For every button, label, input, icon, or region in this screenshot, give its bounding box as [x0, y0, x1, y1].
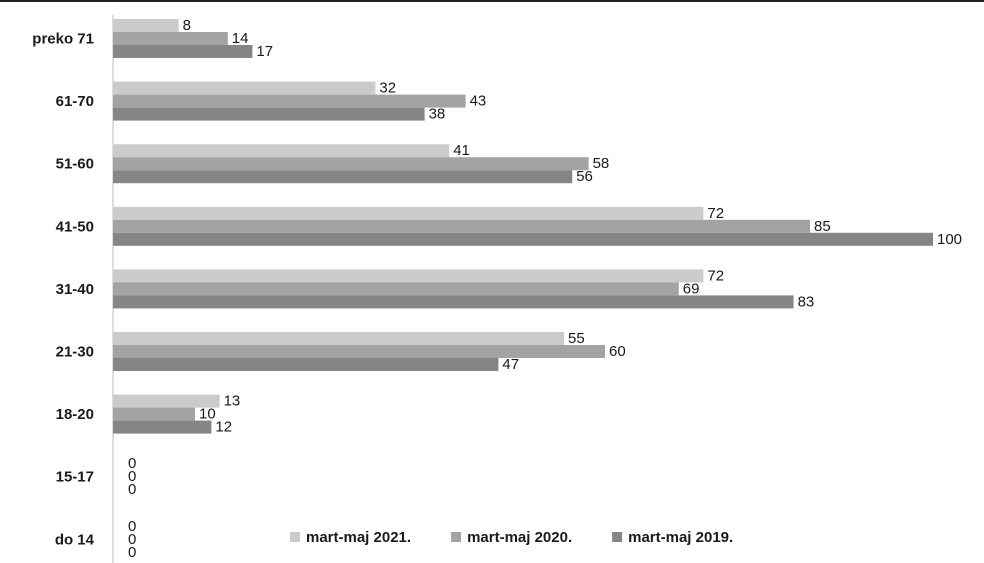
data-label: 60 — [609, 343, 626, 360]
category-ticks: preko 71 61-70 51-60 41-50 31-40 21-30 18-20 15… — [32, 31, 94, 549]
legend-swatch — [451, 532, 462, 542]
legend: mart-maj 2021. mart-maj 2020. mart-maj 201… — [290, 529, 733, 546]
category-tick-label: 21-30 — [56, 344, 94, 361]
bar — [113, 107, 425, 121]
bar — [113, 45, 253, 58]
data-label: 55 — [568, 330, 585, 347]
data-label: 0 — [128, 468, 136, 485]
data-label: 100 — [937, 231, 962, 248]
data-label: 0 — [128, 518, 136, 535]
legend-swatch — [290, 532, 300, 542]
bar — [113, 269, 704, 283]
category-tick-label: 51-60 — [56, 156, 94, 173]
data-label: 0 — [128, 481, 136, 498]
data-labels: 8141732433841585672851007269835560471310… — [128, 17, 962, 561]
data-label: 14 — [232, 30, 249, 47]
bar — [113, 94, 466, 108]
category-tick-label: 15-17 — [56, 469, 94, 486]
bar — [113, 332, 564, 345]
data-label: 72 — [707, 205, 724, 222]
data-label: 32 — [379, 80, 396, 97]
category-tick-label: 61-70 — [56, 93, 94, 110]
bar — [113, 19, 179, 32]
data-label: 38 — [429, 106, 446, 123]
data-label: 69 — [683, 280, 700, 297]
bar — [113, 144, 450, 158]
bar — [113, 420, 212, 434]
bar — [113, 81, 376, 95]
data-label: 58 — [593, 155, 610, 172]
data-label: 83 — [798, 293, 815, 310]
bar — [113, 282, 679, 296]
data-label: 41 — [453, 142, 470, 159]
bar — [113, 32, 228, 45]
bar — [113, 157, 589, 171]
data-label: 43 — [470, 93, 487, 110]
bar — [113, 345, 605, 358]
category-tick-label: 31-40 — [56, 281, 94, 298]
bar — [113, 206, 704, 220]
data-label: 0 — [128, 544, 136, 561]
data-label: 0 — [128, 531, 136, 548]
category-tick-label: do 14 — [55, 531, 95, 548]
legend-swatch — [612, 532, 623, 542]
bars — [113, 19, 933, 434]
data-label: 47 — [502, 356, 519, 373]
legend-label: mart-maj 2021. — [306, 529, 411, 546]
data-label: 56 — [576, 168, 593, 185]
data-label: 72 — [707, 267, 724, 284]
bar — [113, 232, 933, 246]
bar — [113, 394, 220, 408]
category-tick-label: preko 71 — [32, 31, 94, 48]
category-tick-label: 18-20 — [56, 406, 94, 423]
data-label: 17 — [256, 43, 273, 60]
data-label: 0 — [128, 455, 136, 472]
data-label: 85 — [814, 218, 831, 235]
category-tick-label: 41-50 — [56, 218, 94, 235]
bar — [113, 170, 573, 184]
data-label: 10 — [199, 406, 216, 423]
legend-label: mart-maj 2019. — [628, 529, 733, 546]
bar — [113, 358, 499, 371]
bar — [113, 219, 810, 233]
data-label: 12 — [215, 419, 232, 436]
data-label: 8 — [183, 17, 191, 34]
data-label: 13 — [224, 393, 241, 410]
bar — [113, 407, 195, 421]
bar — [113, 295, 794, 309]
legend-label: mart-maj 2020. — [467, 529, 572, 546]
